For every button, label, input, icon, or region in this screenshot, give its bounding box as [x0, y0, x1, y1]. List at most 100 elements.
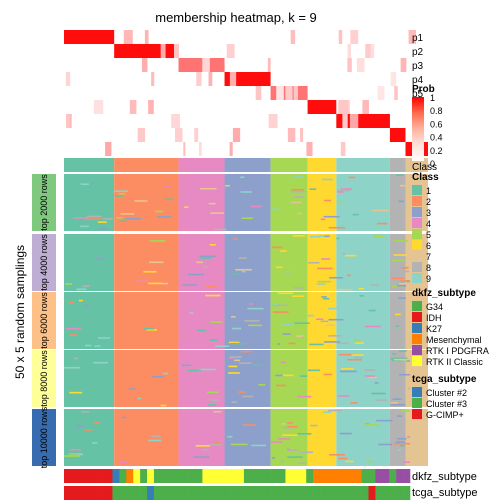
- row-group-bar: [32, 292, 56, 349]
- sampling-noise-cell: [395, 441, 406, 443]
- class-cell-2: [114, 158, 179, 172]
- row-group-bar: [32, 234, 56, 291]
- sampling-noise-cell: [345, 254, 357, 257]
- sampling-class-block: [114, 292, 179, 349]
- membership-probability-heatmap: [64, 30, 428, 156]
- sampling-noise-cell: [392, 259, 405, 262]
- dkfz-cell: [160, 469, 169, 483]
- dkfz-cell: [112, 469, 120, 483]
- sampling-noise-cell: [276, 384, 286, 387]
- class-legend-item: 8: [426, 263, 431, 273]
- dkfz-cell: [306, 469, 314, 483]
- sampling-noise-cell: [391, 277, 404, 280]
- class-cell-1: [64, 158, 115, 172]
- sampling-noise-cell: [146, 329, 157, 331]
- sampling-noise-cell: [287, 422, 293, 424]
- sampling-noise-cell: [240, 350, 252, 353]
- sampling-noise-cell: [213, 410, 222, 413]
- sampling-noise-cell: [114, 195, 123, 197]
- sampling-noise-cell: [203, 266, 208, 268]
- sampling-noise-cell: [232, 224, 243, 227]
- dkfz-cell: [285, 469, 293, 483]
- sampling-noise-cell: [68, 453, 83, 455]
- prob-legend-tick: 1: [430, 93, 435, 103]
- sampling-noise-cell: [76, 288, 87, 291]
- tcga-legend-item: G-CIMP+: [426, 410, 464, 420]
- sampling-noise-cell: [277, 343, 281, 345]
- tcga-cell: [389, 486, 397, 500]
- dkfz-cell: [119, 469, 127, 483]
- sampling-class-block: [224, 350, 271, 407]
- prob-cell-faint: [171, 114, 181, 128]
- sampling-noise-cell: [310, 424, 318, 427]
- sampling-noise-cell: [337, 395, 350, 397]
- sampling-noise-cell: [359, 295, 364, 297]
- sampling-noise-cell: [309, 188, 317, 190]
- prob-cell-faint: [338, 100, 349, 114]
- tcga-cell: [181, 486, 189, 500]
- sampling-noise-cell: [346, 274, 351, 277]
- prob-cell-p2: [114, 44, 179, 58]
- tcga-cell: [320, 486, 328, 500]
- sampling-noise-cell: [272, 311, 289, 313]
- prob-cell-faint: [362, 100, 369, 114]
- tcga-cell: [98, 486, 106, 500]
- sampling-noise-cell: [210, 451, 215, 454]
- sampling-noise-cell: [86, 215, 102, 218]
- dkfz-cell: [326, 469, 335, 483]
- sampling-noise-cell: [210, 399, 219, 402]
- sampling-noise-cell: [339, 370, 357, 373]
- class-legend-item: 4: [426, 219, 431, 229]
- dkfz-cell: [403, 469, 411, 483]
- class-cell-9: [336, 158, 390, 172]
- tcga-cell: [306, 486, 314, 500]
- dkfz-cell: [375, 469, 383, 483]
- sampling-noise-cell: [118, 192, 125, 195]
- tcga-cell: [202, 486, 210, 500]
- sampling-noise-cell: [287, 456, 303, 458]
- sampling-noise-cell: [148, 245, 164, 247]
- prob-legend-tick: 0.4: [430, 133, 443, 143]
- sampling-noise-cell: [292, 176, 304, 178]
- sampling-noise-cell: [242, 389, 246, 392]
- sampling-noise-cell: [81, 411, 90, 413]
- sampling-noise-cell: [297, 212, 302, 215]
- sampling-noise-cell: [309, 343, 324, 346]
- sampling-class-block: [307, 174, 337, 231]
- sampling-noise-cell: [368, 376, 377, 379]
- sampling-noise-cell: [364, 325, 381, 328]
- tcga-cell: [326, 486, 335, 500]
- sampling-class-block: [270, 350, 308, 407]
- sampling-noise-cell: [318, 235, 325, 238]
- sampling-noise-cell: [80, 225, 89, 228]
- dkfz-cell: [313, 469, 321, 483]
- prob-cell-faint: [226, 44, 235, 58]
- prob-row-label: p2: [412, 47, 424, 58]
- dkfz-cell: [133, 469, 141, 483]
- sampling-noise-cell: [368, 309, 376, 312]
- dkfz-legend-swatch: [412, 323, 422, 333]
- sampling-noise-cell: [408, 320, 410, 322]
- sampling-class-block: [114, 350, 179, 407]
- dkfz-cell: [181, 469, 189, 483]
- sampling-noise-cell: [202, 448, 210, 451]
- sampling-noise-cell: [196, 261, 203, 264]
- sampling-noise-cell: [283, 209, 294, 212]
- dkfz-legend-title: dkfz_subtype: [412, 288, 476, 299]
- sampling-noise-cell: [337, 201, 343, 203]
- sampling-noise-cell: [207, 404, 217, 406]
- tcga-cell: [209, 486, 217, 500]
- prob-cell-faint: [287, 128, 296, 142]
- tcga-cell: [105, 486, 113, 500]
- sampling-noise-cell: [152, 375, 164, 378]
- sampling-noise-cell: [328, 226, 346, 229]
- prob-cell-faint: [129, 100, 137, 114]
- dkfz-legend-swatch: [412, 334, 422, 344]
- tcga-cell: [403, 486, 411, 500]
- sampling-noise-cell: [372, 209, 389, 212]
- sampling-noise-cell: [271, 457, 276, 459]
- sampling-noise-cell: [258, 383, 266, 386]
- prob-cell-p7: [336, 114, 390, 128]
- sampling-noise-cell: [392, 353, 396, 355]
- sampling-noise-cell: [94, 345, 101, 347]
